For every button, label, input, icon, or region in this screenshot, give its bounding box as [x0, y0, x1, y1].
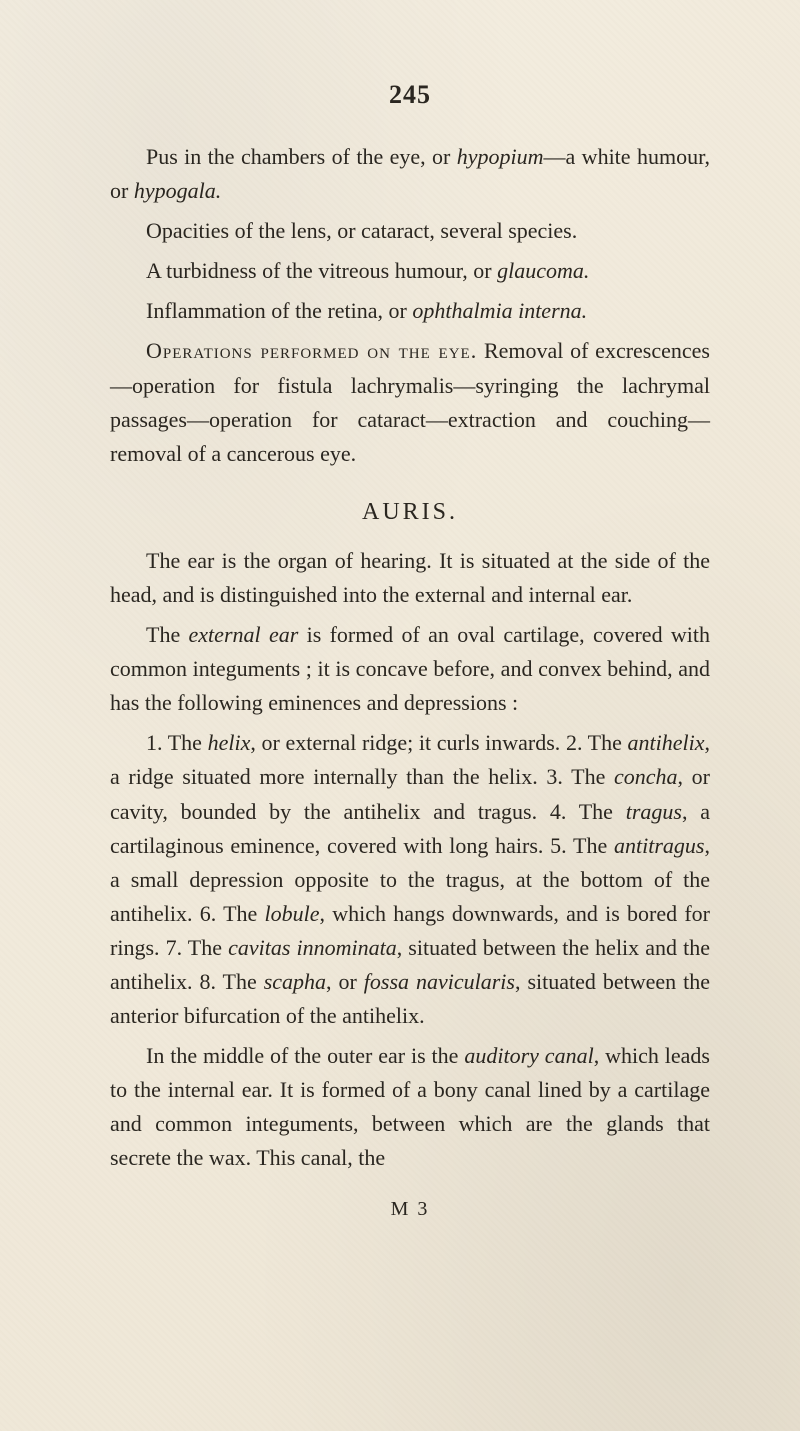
para-turbidness: A turbidness of the vitreous humour, or …	[110, 254, 710, 288]
text: Pus in the chambers of the eye, or	[146, 144, 457, 169]
text: 1. The	[146, 730, 208, 755]
heading-auris: AURIS.	[110, 499, 710, 526]
text: , or	[326, 969, 364, 994]
text: , or external ridge; it curls inwards. 2…	[250, 730, 627, 755]
text: A turbidness of the vitreous humour, or	[146, 258, 497, 283]
para-inflammation: Inflammation of the retina, or ophthalmi…	[110, 294, 710, 328]
term-ophthalmia: ophthalmia interna.	[412, 298, 587, 323]
term-concha: concha	[614, 764, 678, 789]
term-hypopium: hypopium	[457, 144, 544, 169]
smallcaps-operations: Operations performed on the eye.	[146, 338, 477, 363]
term-lobule: lobule	[265, 901, 320, 926]
term-antitragus: antitragus	[614, 833, 704, 858]
term-auditory-canal: auditory canal	[464, 1043, 593, 1068]
para-ear-organ: The ear is the organ of hearing. It is s…	[110, 544, 710, 612]
term-tragus: tragus	[626, 799, 682, 824]
para-operations: Operations performed on the eye. Removal…	[110, 334, 710, 470]
para-opacities: Opacities of the lens, or cataract, seve…	[110, 214, 710, 248]
para-external-ear: The external ear is formed of an oval ca…	[110, 618, 710, 720]
term-fossa: fossa navicularis	[364, 969, 515, 994]
term-scapha: scapha	[264, 969, 326, 994]
text: In the middle of the outer ear is the	[146, 1043, 464, 1068]
signature-mark: M 3	[110, 1198, 710, 1221]
term-external-ear: external ear	[189, 622, 299, 647]
para-auditory-canal: In the middle of the outer ear is the au…	[110, 1039, 710, 1175]
text: Inflammation of the retina, or	[146, 298, 412, 323]
term-glaucoma: glaucoma.	[497, 258, 589, 283]
text: The	[146, 622, 189, 647]
term-helix: helix	[208, 730, 251, 755]
term-hypogala: hypogala.	[134, 178, 221, 203]
page: 245 Pus in the chambers of the eye, or h…	[0, 0, 800, 1431]
para-pus: Pus in the chambers of the eye, or hypop…	[110, 140, 710, 208]
page-number: 245	[110, 80, 710, 110]
term-antihelix: antihelix	[628, 730, 705, 755]
para-enumeration: 1. The helix, or external ridge; it curl…	[110, 726, 710, 1033]
term-cavitas: cavitas innominata	[228, 935, 397, 960]
